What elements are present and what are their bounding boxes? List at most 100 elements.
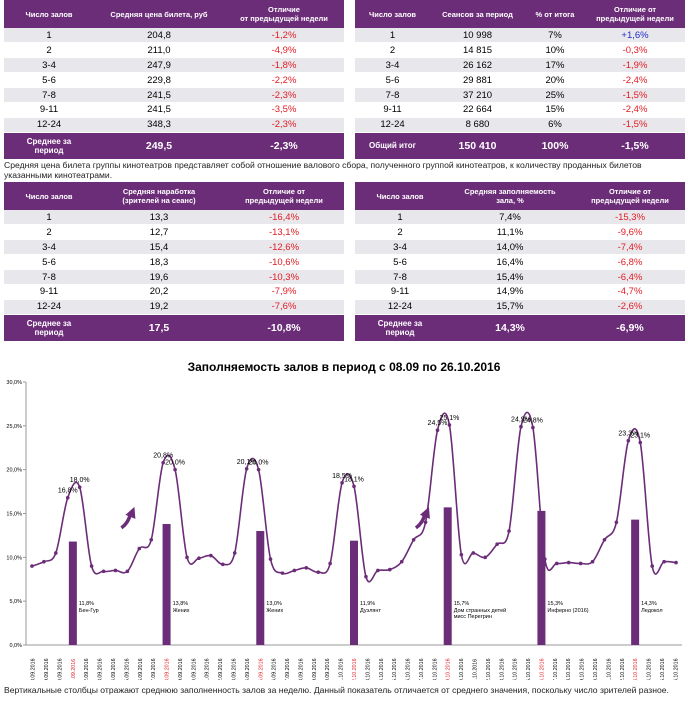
data-point [328, 561, 332, 566]
table2-cell: -1,9% [585, 57, 685, 74]
bar [631, 519, 640, 645]
table2-cell: 1 [355, 28, 430, 44]
data-point [137, 546, 142, 551]
data-point [638, 440, 643, 445]
table4-cell: 15,7% [445, 299, 575, 315]
point-label: 25,1% [439, 415, 459, 422]
table1-cell: -3,5% [224, 102, 344, 118]
data-point [101, 569, 106, 574]
y-tick-label: 20,0% [6, 468, 22, 474]
avg-ticket-price-table: Число залов Средняя цена билета, руб Отлич… [4, 0, 344, 160]
table3-cell: 19,2 [94, 299, 224, 315]
point-label: 20,0% [165, 460, 185, 467]
bar-film-label: мисс Перегрин [454, 614, 492, 620]
table2-header-1: Сеансов за период [430, 0, 525, 28]
y-tick-label: 15,0% [6, 512, 22, 518]
data-point [399, 559, 404, 564]
x-tick-label: 04.10.2016 [379, 658, 385, 680]
table-row: 7-8 241,5 -2,3% [4, 87, 344, 103]
data-point [483, 555, 488, 560]
table2-header-3: Отличие от предыдущей недели [585, 0, 685, 28]
table4-cell: 2 [355, 224, 445, 241]
bar-value-label: 13,8% [173, 601, 189, 607]
table2-cell: 7% [525, 28, 585, 44]
table-row: 12-24 8 680 6% -1,5% [355, 117, 685, 133]
bar-film-label: Жених [173, 608, 190, 614]
table1-cell: -2,3% [224, 87, 344, 103]
data-point [554, 561, 559, 566]
table4-cell: -6,8% [575, 254, 685, 271]
table2-cell: 10% [525, 42, 585, 59]
x-tick-label: 27.09.2016 [285, 658, 291, 680]
table-row: 7-8 19,6 -10,3% [4, 269, 344, 285]
table-row: 3-4 15,4 -12,6% [4, 239, 344, 256]
point-label: 24,8% [523, 418, 543, 425]
data-point [566, 560, 571, 565]
bar [537, 510, 546, 645]
data-point [173, 467, 177, 472]
bar-film-label: Ледокол [641, 608, 662, 614]
data-point [626, 438, 631, 443]
x-tick-label: 17.09.2016 [151, 658, 157, 680]
table-row: 9-11 241,5 -3,5% [4, 102, 344, 118]
table4-cell: -9,6% [575, 224, 685, 241]
x-tick-label: 15.09.2016 [124, 658, 130, 680]
data-point [543, 557, 547, 561]
table1-cell: 2 [4, 42, 94, 59]
data-point [268, 557, 273, 561]
table3-cell: 19,6 [94, 269, 224, 285]
table3-cell: -12,6% [224, 239, 344, 256]
y-tick-label: 0,0% [9, 643, 22, 649]
data-point [447, 423, 452, 427]
x-tick-label: 16.10.2016 [539, 658, 545, 680]
x-tick-label: 08.10.2016 [432, 658, 438, 680]
table2-cell: -2,4% [585, 102, 685, 118]
table2-footer-cell: 100% [525, 132, 585, 160]
data-point [280, 571, 285, 575]
x-tick-label: 16.09.2016 [138, 658, 144, 680]
table4-cell: 12-24 [355, 299, 445, 315]
table3-cell: 7-8 [4, 269, 94, 285]
hall-occupancy-table: Число залов Средняя заполняемость зала, %… [355, 182, 685, 342]
data-point [352, 484, 356, 489]
x-tick-label: 19.10.2016 [580, 658, 586, 680]
data-point [65, 495, 70, 500]
bar [443, 507, 452, 645]
bar [256, 531, 265, 645]
table2-cell: 17% [525, 57, 585, 74]
table2-cell: 12-24 [355, 117, 430, 133]
table1-cell: 3-4 [4, 57, 94, 74]
table1-cell: 5-6 [4, 72, 94, 89]
data-point [316, 570, 321, 575]
table2-cell: -2,4% [585, 72, 685, 89]
x-tick-label: 30.09.2016 [325, 658, 331, 680]
table2-cell: 10 998 [430, 28, 525, 44]
table1-cell: -1,2% [224, 28, 344, 44]
x-tick-label: 10.09.2016 [57, 658, 63, 680]
table4-cell: -4,7% [575, 284, 685, 300]
table-row: 1 10 998 7% +1,6% [355, 28, 685, 44]
table3-cell: -10,3% [224, 269, 344, 285]
x-tick-label: 25.09.2016 [258, 658, 264, 680]
table3-cell: -16,4% [224, 210, 344, 226]
data-point [459, 552, 464, 557]
point-label: 18,0% [70, 477, 90, 484]
table-footer-row: Среднее за период 249,5 -2,3% [4, 132, 344, 160]
x-tick-label: 24.09.2016 [245, 658, 251, 680]
data-point [364, 574, 368, 579]
bars-note: Вертикальные столбцы отражают среднюю за… [4, 685, 669, 695]
data-point [411, 538, 416, 542]
table2-cell: -1,5% [585, 117, 685, 133]
data-point [507, 529, 511, 533]
x-tick-label: 20.09.2016 [191, 658, 197, 680]
table2-cell: 22 664 [430, 102, 525, 118]
table1-cell: 12-24 [4, 117, 94, 133]
table3-header-1: Средняя наработка (зрителей на сеанс) [94, 182, 224, 210]
table3-cell: 15,4 [94, 239, 224, 256]
table1-cell: 1 [4, 28, 94, 44]
table1-cell: 241,5 [94, 87, 224, 103]
x-tick-label: 29.09.2016 [312, 658, 318, 680]
data-point [113, 568, 118, 573]
table4-cell: 16,4% [445, 254, 575, 271]
table3-cell: 18,3 [94, 254, 224, 271]
